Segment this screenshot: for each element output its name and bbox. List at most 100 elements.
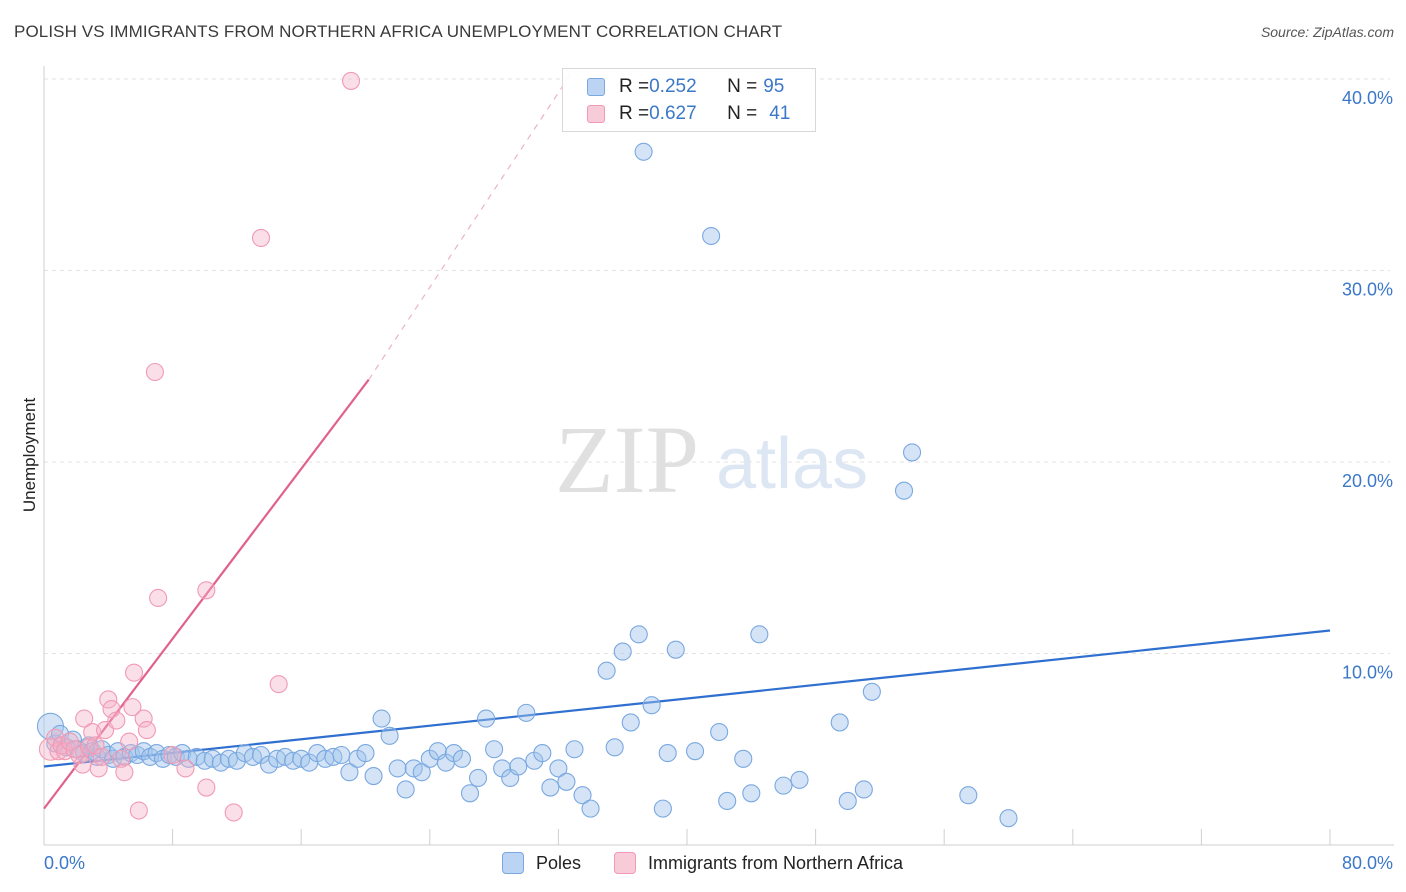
poles-point [702,226,721,246]
poles-point [468,768,488,788]
immigrants-point [137,721,156,740]
poles-point [862,682,881,701]
poles-point [838,791,857,811]
poles-point [750,625,769,644]
poles-point [573,786,592,805]
immigrants-point [107,711,126,730]
x-axis-max-label: 80.0% [1342,853,1393,873]
immigrants-point [112,749,131,768]
poles-point [830,713,849,732]
immigrants-swatch [587,105,605,123]
immigrants-point [134,709,153,728]
poles-point [517,703,536,722]
immigrants-point [145,362,164,382]
immigrants-point [123,698,142,717]
legend-row-immigrants: R = 0.627 N = 41 [587,102,790,126]
n-value: 41 [769,103,791,124]
poles-point [332,745,351,765]
watermark: ZIP atlas [555,406,868,513]
immigrants-point [341,71,361,90]
poles-point [565,740,584,759]
poles-point [509,757,528,776]
poles-point [549,759,568,778]
immigrants-point [102,699,121,719]
immigrants-point [89,759,108,778]
n-label: N = [727,76,758,97]
poles-swatch [587,78,605,96]
poles-point [902,443,922,462]
immigrants-point [197,778,216,797]
immigrants-point [176,759,195,778]
poles-point [774,776,793,795]
immigrants-legend-swatch [614,852,636,874]
immigrants-point [163,745,182,765]
chart-title: POLISH VS IMMIGRANTS FROM NORTHERN AFRIC… [14,22,783,41]
y-tick-label: 20.0% [1342,471,1393,491]
immigrants-point [46,728,65,747]
poles-point [854,780,873,799]
poles-point [613,642,632,661]
immigrants-point [115,763,134,782]
n-value: 95 [763,76,785,97]
poles-point [642,696,661,715]
poles-point [412,763,431,782]
poles-point [485,740,504,759]
poles-point [388,759,407,778]
poles-trend-line [43,629,1331,768]
immigrants-point [65,740,84,759]
r-label: R = [619,76,650,97]
y-tick-labels: 10.0% 20.0% 30.0% 40.0% [1342,88,1393,683]
poles-point [581,799,600,818]
immigrants-point [269,675,288,694]
y-tick-label: 40.0% [1342,88,1393,108]
poles-point [894,481,914,500]
immigrants-point [70,745,89,765]
poles-point [340,763,359,782]
poles-point [790,770,809,789]
r-label: R = [619,103,650,124]
legend-item-immigrants[interactable]: Immigrants from Northern Africa [614,852,903,874]
y-tick-label: 30.0% [1342,280,1393,300]
poles-point [742,784,761,803]
poles-point [533,744,552,763]
y-axis-label: Unemployment [20,397,39,513]
poles-point [380,726,399,745]
poles-point [364,767,383,786]
poles-point [634,142,653,161]
grid-lines [44,78,1390,654]
source-label: Source: ZipAtlas.com [1260,24,1394,40]
poles-point [666,640,685,659]
immigrants-point [124,663,144,682]
immigrants-point [79,738,99,757]
immigrants-points [38,71,361,822]
immigrants-trend-extension [368,72,572,380]
y-tick-label: 10.0% [1342,663,1393,683]
poles-point [734,749,753,768]
poles-point [658,744,677,763]
poles-point [372,709,391,728]
poles-point [621,713,640,732]
legend-item-poles[interactable]: Poles [502,852,581,874]
poles-point [477,709,496,728]
poles-point [605,738,624,757]
n-label: N = [727,103,758,124]
immigrants-point [73,755,92,774]
correlation-legend: R = 0.252 N = 95 R = 0.627 N = 41 [562,68,816,132]
x-axis-min-label: 0.0% [44,853,85,873]
watermark-atlas: atlas [716,424,868,504]
r-value: 0.627 [649,103,697,124]
immigrants-point [75,709,94,728]
poles-point [959,786,978,805]
immigrants-point [99,690,118,709]
legend-row-poles: R = 0.252 N = 95 [587,75,784,99]
poles-point [718,791,737,811]
immigrants-point [197,581,216,600]
immigrants-point [129,801,148,820]
poles-legend-label: Poles [536,852,582,873]
r-value: 0.252 [649,76,697,97]
poles-point [597,661,616,680]
immigrants-point [92,747,111,766]
watermark-zip: ZIP [555,406,699,513]
poles-point [710,722,729,742]
